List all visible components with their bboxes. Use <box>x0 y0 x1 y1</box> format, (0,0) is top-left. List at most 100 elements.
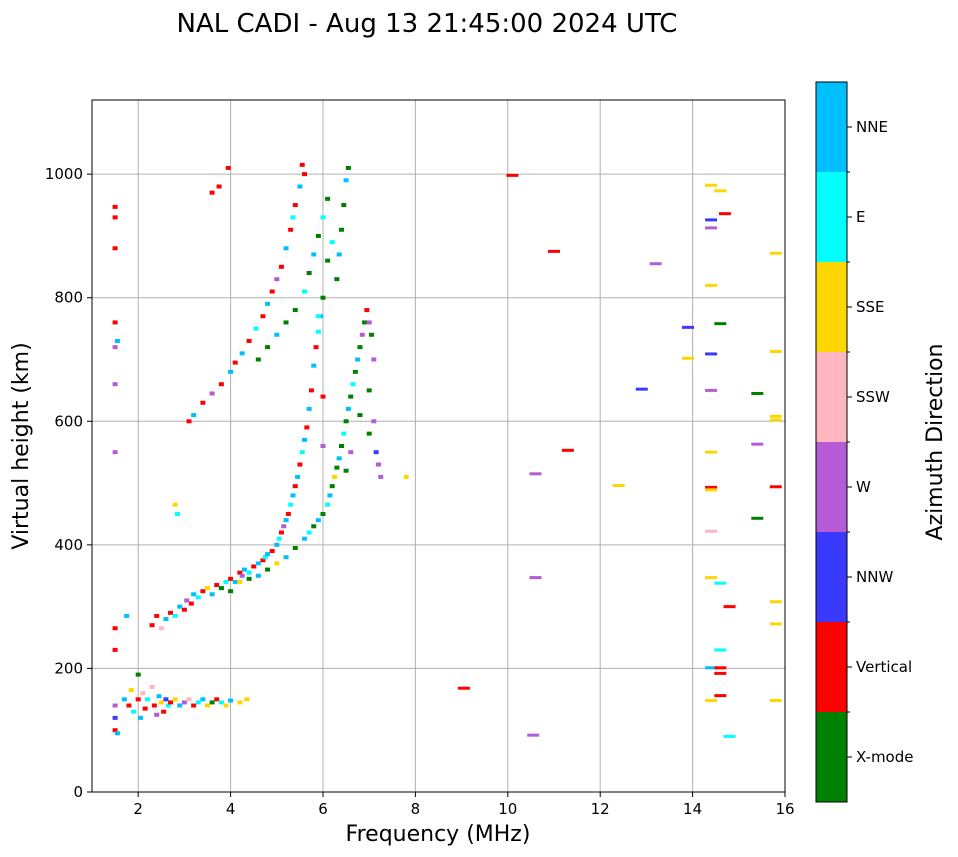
data-point <box>506 173 519 177</box>
data-point <box>114 338 120 343</box>
data-point <box>769 414 782 418</box>
data-point <box>311 524 317 529</box>
data-point <box>131 709 137 714</box>
data-point <box>205 703 210 708</box>
data-point <box>302 289 308 294</box>
data-point <box>336 456 342 461</box>
data-point <box>237 579 243 584</box>
data-point <box>172 697 178 702</box>
data-point <box>265 301 271 306</box>
data-point <box>311 252 317 257</box>
data-point <box>228 589 234 594</box>
data-point <box>357 413 363 418</box>
data-point <box>635 387 648 391</box>
data-point <box>191 703 197 708</box>
data-point <box>244 697 250 702</box>
x-tick-label: 6 <box>318 800 328 818</box>
x-tick-label: 10 <box>498 800 517 818</box>
data-point <box>112 345 118 350</box>
data-point <box>126 703 132 708</box>
data-point <box>255 357 261 362</box>
data-point <box>112 382 118 387</box>
data-point <box>292 545 298 550</box>
grid-lines <box>92 100 785 792</box>
data-point <box>334 277 340 282</box>
y-tick-label: 600 <box>54 412 83 430</box>
data-point <box>188 601 194 606</box>
data-point <box>649 262 662 266</box>
data-point <box>232 360 238 365</box>
data-point <box>135 697 141 702</box>
data-point <box>158 700 164 705</box>
data-point <box>260 314 266 319</box>
data-point <box>714 581 727 585</box>
data-point <box>228 576 234 581</box>
data-point <box>241 567 247 572</box>
data-point <box>357 345 363 350</box>
data-point <box>769 622 782 626</box>
data-point <box>191 413 197 418</box>
data-point <box>128 688 134 693</box>
data-point <box>200 697 206 702</box>
data-point <box>112 320 118 325</box>
data-point <box>315 518 321 523</box>
data-point <box>209 700 215 705</box>
data-point <box>214 583 220 588</box>
data-point <box>705 666 718 670</box>
data-point <box>223 703 229 708</box>
data-point <box>283 320 289 325</box>
data-point <box>681 325 694 329</box>
data-point <box>177 604 183 609</box>
data-point <box>292 484 298 489</box>
data-point <box>302 172 308 177</box>
data-point <box>269 289 275 294</box>
data-point <box>288 502 294 507</box>
data-point <box>362 320 368 325</box>
data-point <box>308 388 314 393</box>
data-point <box>325 196 331 201</box>
data-point <box>149 623 155 628</box>
data-point <box>302 437 308 442</box>
colorbar-tick-label: NNE <box>856 118 888 136</box>
data-point <box>278 530 284 535</box>
colorbar-tick-label: NNW <box>856 568 893 586</box>
data-point <box>705 699 718 703</box>
data-point <box>320 295 326 300</box>
data-point <box>281 524 287 529</box>
data-point <box>200 400 206 405</box>
data-point <box>359 332 365 337</box>
y-tick-label: 800 <box>54 289 83 307</box>
data-point <box>260 558 266 563</box>
data-point <box>345 165 351 170</box>
data-point <box>341 431 347 436</box>
data-point <box>705 218 718 222</box>
data-point <box>154 712 160 717</box>
data-point <box>274 277 280 282</box>
data-point <box>265 345 271 350</box>
data-point <box>529 576 542 580</box>
data-point <box>283 518 289 523</box>
data-point <box>209 190 215 195</box>
x-tick-label: 14 <box>683 800 702 818</box>
data-point <box>172 502 178 507</box>
data-point <box>151 703 157 708</box>
data-point <box>332 474 338 479</box>
data-point <box>352 369 358 374</box>
data-point <box>276 536 282 541</box>
data-point <box>375 462 381 467</box>
data-point <box>338 227 344 232</box>
data-point <box>218 700 224 705</box>
data-point <box>306 406 312 411</box>
data-point <box>209 391 215 396</box>
data-point <box>343 419 349 424</box>
data-point <box>177 703 183 708</box>
data-point <box>325 258 331 263</box>
data-point <box>144 697 150 702</box>
data-point <box>311 363 317 368</box>
data-point <box>114 731 120 736</box>
chart-title: NAL CADI - Aug 13 21:45:00 2024 UTC <box>177 9 678 39</box>
colorbar-tick-label: Vertical <box>856 658 912 676</box>
data-point <box>292 203 298 208</box>
data-point <box>769 485 782 489</box>
data-point <box>209 592 215 597</box>
